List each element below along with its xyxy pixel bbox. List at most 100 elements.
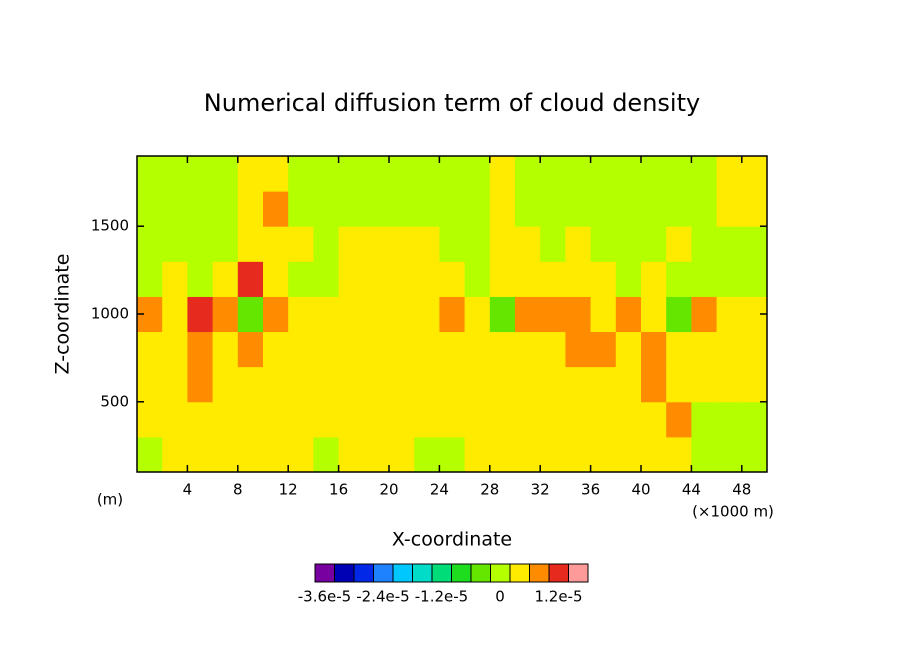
x-tick-label: 20: [379, 481, 398, 499]
contour-cell: [515, 261, 541, 297]
contour-cell: [489, 401, 516, 438]
contour-cell: [641, 156, 667, 192]
contour-cell: [338, 366, 365, 403]
contour-cell: [464, 226, 491, 262]
contour-cell: [363, 401, 390, 438]
colorbar-tick-label: 1.2e-5: [534, 588, 582, 606]
contour-cell: [741, 436, 768, 473]
contour-cell: [237, 156, 264, 192]
contour-cell: [540, 401, 566, 438]
contour-cell: [338, 261, 365, 297]
contour-cell: [439, 366, 466, 403]
contour-cell: [615, 191, 642, 227]
contour-cell: [263, 156, 289, 192]
contour-cell: [515, 436, 541, 473]
contour-cell: [313, 296, 340, 333]
contour-cell: [565, 296, 592, 333]
contour-cell: [137, 156, 163, 192]
contour-cell: [363, 366, 390, 403]
contour-cell: [288, 366, 314, 403]
contour-cell: [590, 401, 617, 438]
contour-cell: [464, 296, 491, 333]
contour-cell: [540, 436, 566, 473]
contour-cell: [590, 191, 617, 227]
contour-cell: [716, 436, 743, 473]
contour-cell: [363, 261, 390, 297]
contour-field: [137, 156, 768, 473]
contour-cell: [338, 436, 365, 473]
contour-cell: [666, 296, 692, 333]
contour-cell: [389, 331, 415, 368]
contour-cell: [389, 261, 415, 297]
colorbar-box: [431, 563, 452, 583]
contour-cell: [414, 436, 440, 473]
contour-cell: [540, 191, 566, 227]
contour-cell: [313, 226, 340, 262]
contour-cell: [666, 226, 692, 262]
contour-cell: [237, 436, 264, 473]
contour-cell: [162, 436, 188, 473]
contour-cell: [414, 191, 440, 227]
contour-cell: [565, 366, 592, 403]
contour-cell: [565, 156, 592, 192]
contour-cell: [565, 226, 592, 262]
colorbar-box: [548, 563, 569, 583]
contour-cell: [313, 401, 340, 438]
contour-cell: [212, 331, 239, 368]
contour-cell: [565, 261, 592, 297]
contour-cell: [615, 156, 642, 192]
contour-cell: [288, 156, 314, 192]
contour-cell: [464, 401, 491, 438]
x-tick-label: 40: [631, 481, 650, 499]
contour-cell: [439, 156, 466, 192]
contour-cell: [389, 226, 415, 262]
contour-cell: [439, 401, 466, 438]
contour-cell: [641, 331, 667, 368]
contour-cell: [212, 366, 239, 403]
x-tick-label: 24: [430, 481, 449, 499]
contour-cell: [716, 191, 743, 227]
contour-cell: [666, 261, 692, 297]
contour-cell: [162, 226, 188, 262]
contour-cell: [288, 436, 314, 473]
contour-cell: [716, 156, 743, 192]
contour-cell: [212, 436, 239, 473]
contour-cell: [691, 436, 718, 473]
contour-cell: [389, 296, 415, 333]
colorbar-tick-label: -1.2e-5: [415, 588, 468, 606]
colorbar-box: [568, 563, 589, 583]
colorbar-box: [451, 563, 472, 583]
contour-cell: [237, 366, 264, 403]
contour-cell: [489, 226, 516, 262]
contour-cell: [162, 296, 188, 333]
x-tick-label: 44: [682, 481, 701, 499]
contour-cell: [237, 296, 264, 333]
contour-cell: [212, 261, 239, 297]
contour-cell: [162, 156, 188, 192]
contour-cell: [641, 436, 667, 473]
contour-cell: [590, 296, 617, 333]
contour-cell: [439, 226, 466, 262]
contour-cell: [137, 261, 163, 297]
contour-cell: [237, 191, 264, 227]
contour-cell: [389, 191, 415, 227]
contour-cell: [590, 331, 617, 368]
contour-cell: [666, 156, 692, 192]
contour-cell: [263, 261, 289, 297]
contour-cell: [187, 401, 214, 438]
contour-cell: [263, 401, 289, 438]
contour-cell: [666, 436, 692, 473]
colorbar-tick-label: 0: [495, 588, 505, 606]
contour-cell: [641, 296, 667, 333]
contour-cell: [338, 156, 365, 192]
contour-cell: [263, 191, 289, 227]
contour-cell: [288, 191, 314, 227]
contour-cell: [691, 366, 718, 403]
contour-cell: [187, 226, 214, 262]
contour-cell: [288, 331, 314, 368]
contour-cell: [187, 261, 214, 297]
contour-cell: [464, 261, 491, 297]
contour-cell: [288, 261, 314, 297]
